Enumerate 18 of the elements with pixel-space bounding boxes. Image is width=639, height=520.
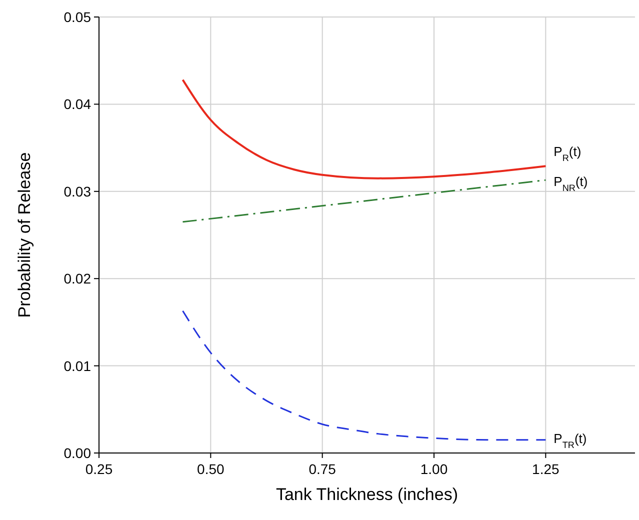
x-tick-label: 0.50: [197, 461, 225, 477]
y-tick-label: 0.05: [64, 9, 92, 25]
x-tick-label: 1.00: [420, 461, 448, 477]
series-label: P$_{R}$(t): [554, 144, 582, 164]
x-tick-label: 0.25: [85, 461, 113, 477]
x-axis-title: Tank Thickness (inches): [276, 485, 458, 504]
y-tick-label: 0.01: [64, 358, 92, 374]
line-series: [182, 310, 546, 441]
y-tick-label: 0.02: [64, 270, 92, 287]
x-tick-label: 0.75: [308, 461, 336, 477]
y-tick-label: 0.00: [64, 445, 92, 461]
y-tick-label: 0.04: [64, 96, 92, 112]
x-tick-label: 1.25: [532, 461, 560, 477]
series-label: P$_{TR}$(t): [554, 430, 587, 450]
y-axis-title: Probability of Release: [15, 152, 34, 318]
y-tick-label: 0.03: [64, 183, 92, 200]
line-series: [182, 78, 547, 180]
series-label: P$_{NR}$(t): [554, 174, 588, 194]
